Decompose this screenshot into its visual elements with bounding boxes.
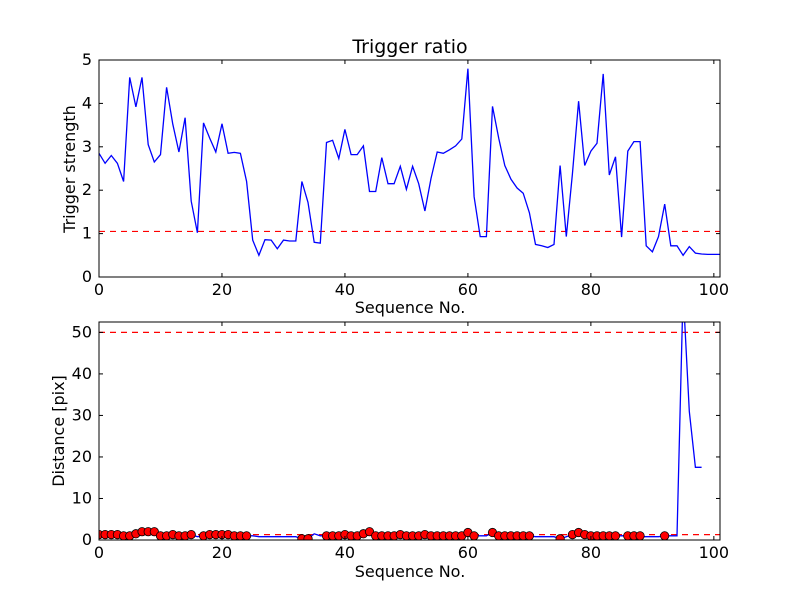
plot-frame — [98, 321, 721, 541]
x-tick-label: 20 — [212, 280, 232, 299]
x-tick-label: 80 — [581, 543, 601, 562]
y-tick-label: 20 — [72, 447, 92, 466]
data-point — [555, 534, 565, 540]
data-point — [186, 530, 196, 540]
y-tick-label: 50 — [72, 322, 92, 341]
chart-title: Trigger ratio — [351, 36, 467, 58]
x-tick-label: 60 — [458, 543, 478, 562]
y-tick-label: 2 — [82, 180, 92, 199]
plot-marks — [99, 322, 720, 540]
x-tick-label: 20 — [212, 543, 232, 562]
y-tick-label: 0 — [82, 267, 92, 286]
plot-marks — [99, 68, 720, 258]
x-axis-label: Sequence No. — [355, 562, 466, 581]
plot-frame — [98, 59, 721, 278]
y-tick-label: 30 — [72, 405, 92, 424]
data-point — [635, 531, 645, 540]
x-tick-label: 60 — [458, 280, 478, 299]
series-line — [99, 68, 720, 258]
x-axis-label: Sequence No. — [355, 298, 466, 317]
y-tick-label: 1 — [82, 224, 92, 243]
x-tick-label: 0 — [94, 280, 104, 299]
y-tick-label: 5 — [82, 50, 92, 69]
y-tick-label: 4 — [82, 93, 92, 112]
x-tick-label: 40 — [335, 543, 355, 562]
y-tick-label: 3 — [82, 137, 92, 156]
x-tick-label: 0 — [94, 543, 104, 562]
data-point — [524, 531, 534, 540]
trigger-ratio-plot-area: 0 20 40 60 80 100 0 1 2 3 4 5 — [82, 50, 729, 299]
y-axis-label: Distance [pix] — [49, 375, 68, 487]
distance-chart: 0 20 40 60 80 100 0 10 20 30 40 50 Sequence No. Dis… — [49, 321, 730, 581]
data-point — [241, 531, 252, 540]
x-tick-label: 80 — [581, 280, 601, 299]
x-tick-label: 40 — [335, 280, 355, 299]
data-point — [303, 534, 313, 540]
x-tick-label: 100 — [699, 543, 730, 562]
trigger-ratio-chart: Trigger ratio 0 20 40 60 80 100 0 1 2 3 4 5 Sequenc… — [60, 36, 729, 317]
data-point — [660, 531, 670, 540]
distance-plot-area: 0 20 40 60 80 100 0 10 20 30 40 50 — [72, 321, 730, 562]
y-axis-label: Trigger strength — [60, 105, 79, 234]
y-tick-label: 40 — [72, 364, 92, 383]
y-tick-label: 0 — [82, 530, 92, 549]
x-tick-label: 100 — [699, 280, 730, 299]
data-point — [469, 531, 479, 540]
y-tick-label: 10 — [72, 488, 92, 507]
data-point — [610, 531, 621, 540]
